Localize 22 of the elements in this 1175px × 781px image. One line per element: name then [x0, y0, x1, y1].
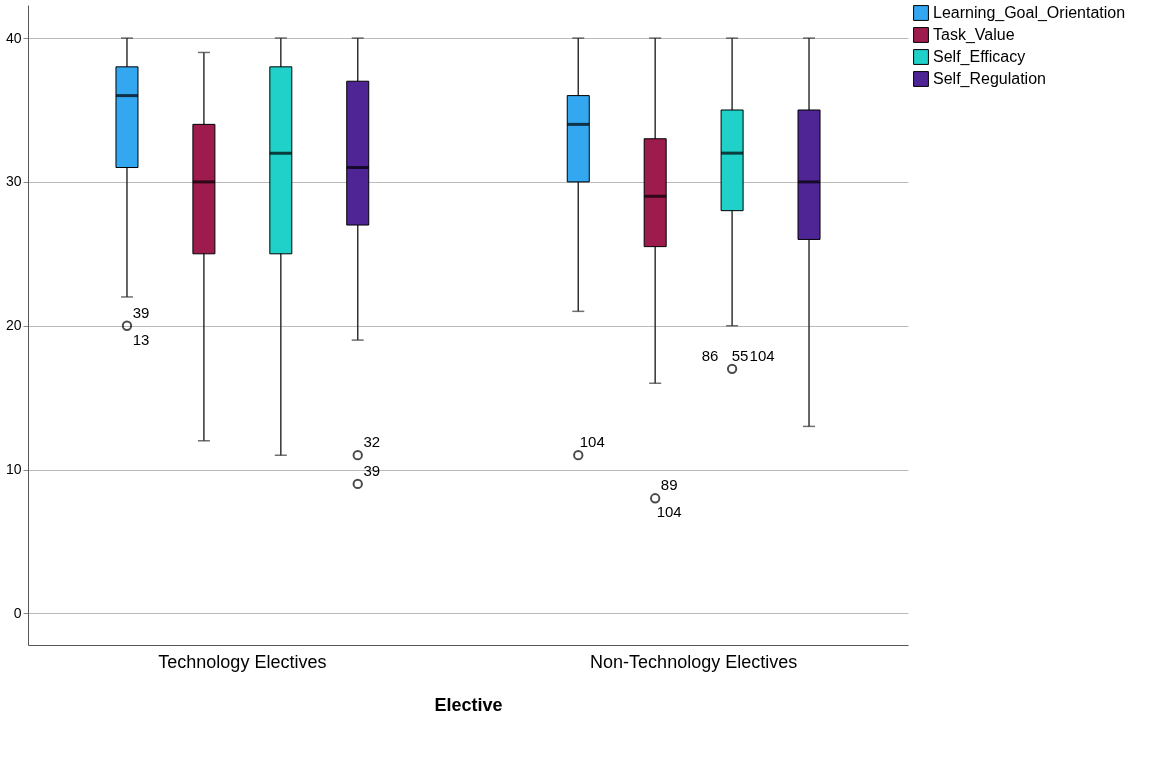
- annotation: 104: [656, 503, 682, 521]
- legend-label: Learning_Goal_Orientation: [933, 4, 1126, 22]
- annotation: 39: [132, 303, 150, 321]
- annotation: 104: [749, 346, 775, 364]
- annotation: 89: [660, 476, 678, 494]
- y-tick-label: 40: [5, 29, 22, 46]
- x-axis-title: Elective: [434, 694, 503, 715]
- x-tick-label: Non-Technology Electives: [590, 651, 798, 672]
- annotation: 86: [701, 346, 719, 364]
- annotation: 39: [363, 461, 381, 479]
- y-tick-label: 20: [5, 317, 22, 334]
- annotation: 55: [731, 346, 749, 364]
- legend-label: Self_Efficacy: [933, 48, 1026, 66]
- y-tick-label: 10: [5, 461, 22, 478]
- x-tick-label: Technology Electives: [158, 651, 327, 672]
- y-tick-label: 0: [13, 604, 22, 621]
- y-tick-label: 30: [5, 173, 22, 190]
- annotation: 13: [132, 330, 150, 348]
- legend-label: Self_Regulation: [933, 70, 1046, 88]
- annotation: 32: [363, 433, 381, 451]
- annotation: 104: [579, 433, 605, 451]
- legend-label: Task_Value: [933, 26, 1015, 44]
